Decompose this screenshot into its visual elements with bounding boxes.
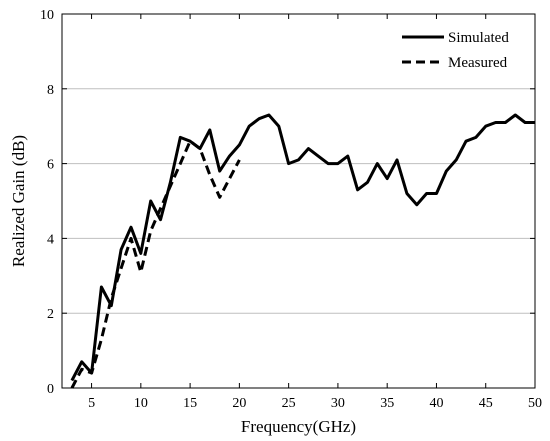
y-tick-label: 0 [47,382,54,397]
x-tick-label: 15 [183,396,197,411]
y-tick-labels: 0 2 4 6 8 10 [40,8,54,397]
y-tick-label: 4 [47,232,54,247]
y-tick-label: 2 [47,307,54,322]
grid-lines [62,88,535,314]
y-axis-label: Realized Gain (dB) [9,135,28,267]
x-tick-label: 30 [331,396,345,411]
x-tick-label: 25 [282,396,296,411]
series-lines [70,113,535,389]
legend-label-simulated: Simulated [448,30,509,46]
series-measured-line [70,139,241,389]
x-tick-label: 20 [232,396,246,411]
x-tick-label: 50 [528,396,542,411]
x-tick-label: 35 [380,396,394,411]
y-tick-label: 8 [47,83,54,98]
x-tick-label: 10 [134,396,148,411]
x-tick-label: 45 [479,396,493,411]
y-tick-label: 6 [47,158,54,173]
legend-label-measured: Measured [448,55,508,71]
x-tick-label: 5 [88,396,95,411]
plot-frame [61,13,536,389]
x-tick-label: 40 [429,396,443,411]
x-tick-labels: 5 10 15 20 25 30 35 40 45 50 [88,396,542,411]
x-axis-label: Frequency(GHz) [241,417,356,436]
legend: Simulated Measured [402,30,509,71]
y-tick-label: 10 [40,8,54,23]
series-simulated-line [70,113,535,382]
